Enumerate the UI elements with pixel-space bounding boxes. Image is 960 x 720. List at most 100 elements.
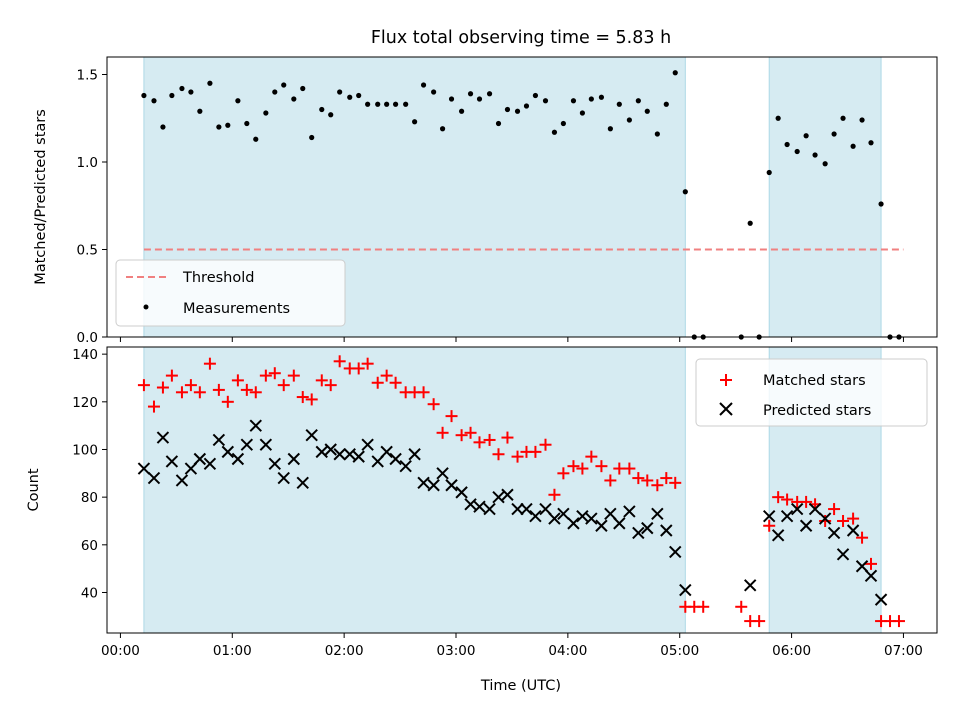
data-point — [147, 471, 161, 485]
x-tick-label: 06:00 — [772, 643, 811, 659]
data-point — [389, 452, 402, 466]
data-point — [193, 452, 207, 466]
legend-measurements-label: Measurements — [183, 301, 290, 317]
data-point — [865, 557, 878, 570]
count-y-axis-label: Count — [26, 468, 42, 511]
data-point — [175, 474, 189, 487]
data-point — [380, 369, 393, 382]
legend-matched-label: Matched stars — [763, 373, 866, 389]
data-point — [225, 122, 231, 128]
data-point — [403, 101, 409, 107]
data-point — [570, 98, 577, 104]
data-point — [697, 600, 710, 613]
data-point — [305, 428, 318, 442]
legend-threshold-label: Threshold — [182, 270, 254, 286]
data-point — [784, 141, 790, 148]
data-point — [511, 450, 524, 463]
data-point — [595, 460, 608, 473]
data-point — [272, 89, 278, 95]
data-point — [855, 560, 869, 573]
data-point — [669, 545, 682, 559]
data-point — [417, 476, 430, 490]
data-point — [595, 519, 608, 532]
data-point — [184, 462, 198, 475]
data-point — [337, 89, 343, 95]
data-point — [542, 98, 549, 104]
ratio-panel-frame — [106, 56, 938, 338]
data-point — [319, 106, 325, 113]
data-point — [324, 379, 337, 392]
data-point — [483, 433, 496, 446]
data-point — [259, 369, 272, 382]
data-point — [626, 117, 632, 123]
data-point — [763, 510, 776, 523]
data-point — [179, 85, 185, 92]
data-point — [268, 367, 281, 380]
data-point — [846, 524, 860, 537]
count-panel-ticks: 00:00 01:00 02:00 03:00 04:00 05:00 06:00 07:00… — [72, 347, 923, 659]
ratio-measurements — [141, 70, 904, 340]
data-point — [287, 452, 301, 466]
data-point — [520, 502, 533, 516]
data-point — [445, 479, 458, 492]
data-point — [672, 70, 678, 76]
data-point — [532, 92, 539, 99]
data-point — [819, 514, 832, 527]
data-point — [654, 131, 660, 137]
data-point — [137, 379, 150, 392]
data-point — [427, 479, 440, 492]
data-point — [514, 108, 521, 114]
data-point — [529, 445, 542, 458]
data-point — [347, 94, 353, 100]
y-tick-label: 1.5 — [77, 68, 98, 84]
ratio-y-axis-label: Matched/Predicted stars — [33, 109, 49, 285]
series-predicted-stars — [137, 419, 888, 606]
data-point — [812, 152, 818, 158]
y-tick-label: 40 — [81, 585, 98, 601]
data-point — [831, 131, 837, 137]
data-point — [548, 512, 561, 525]
data-point — [523, 103, 530, 109]
data-point — [473, 500, 486, 513]
data-point — [240, 438, 254, 451]
x-tick-label: 01:00 — [213, 643, 252, 659]
data-point — [476, 96, 483, 102]
data-point — [504, 106, 511, 113]
data-point — [249, 419, 262, 432]
y-tick-label: 100 — [72, 442, 98, 458]
data-point — [790, 502, 804, 516]
data-point — [548, 488, 561, 501]
data-point — [249, 386, 262, 399]
data-point — [766, 169, 772, 176]
data-point — [607, 126, 613, 132]
legend-predicted-swatch — [719, 402, 733, 416]
data-point — [772, 491, 785, 504]
chart-title: Flux total observing time = 5.83 h — [371, 28, 671, 48]
data-point — [501, 488, 514, 501]
data-point — [850, 143, 856, 149]
data-point — [165, 369, 178, 382]
x-tick-label: 04:00 — [548, 643, 587, 659]
data-point — [291, 96, 297, 102]
data-point — [436, 426, 449, 439]
data-point — [277, 471, 290, 485]
data-point — [371, 455, 384, 468]
count-panel: 00:00 01:00 02:00 03:00 04:00 05:00 06:00 07:00… — [26, 346, 938, 694]
data-point — [467, 91, 474, 97]
data-point — [840, 115, 846, 121]
data-point — [529, 510, 542, 523]
data-point — [874, 593, 888, 606]
data-point — [188, 89, 194, 95]
data-point — [458, 108, 465, 114]
y-tick-label: 80 — [81, 490, 98, 506]
data-point — [399, 459, 412, 473]
data-point — [585, 512, 598, 525]
data-point — [333, 448, 346, 461]
data-point — [679, 583, 692, 597]
data-point — [455, 486, 468, 499]
data-point — [231, 452, 245, 466]
data-point — [361, 438, 374, 451]
data-point — [221, 445, 235, 459]
data-point — [287, 369, 300, 382]
data-point — [212, 433, 226, 447]
